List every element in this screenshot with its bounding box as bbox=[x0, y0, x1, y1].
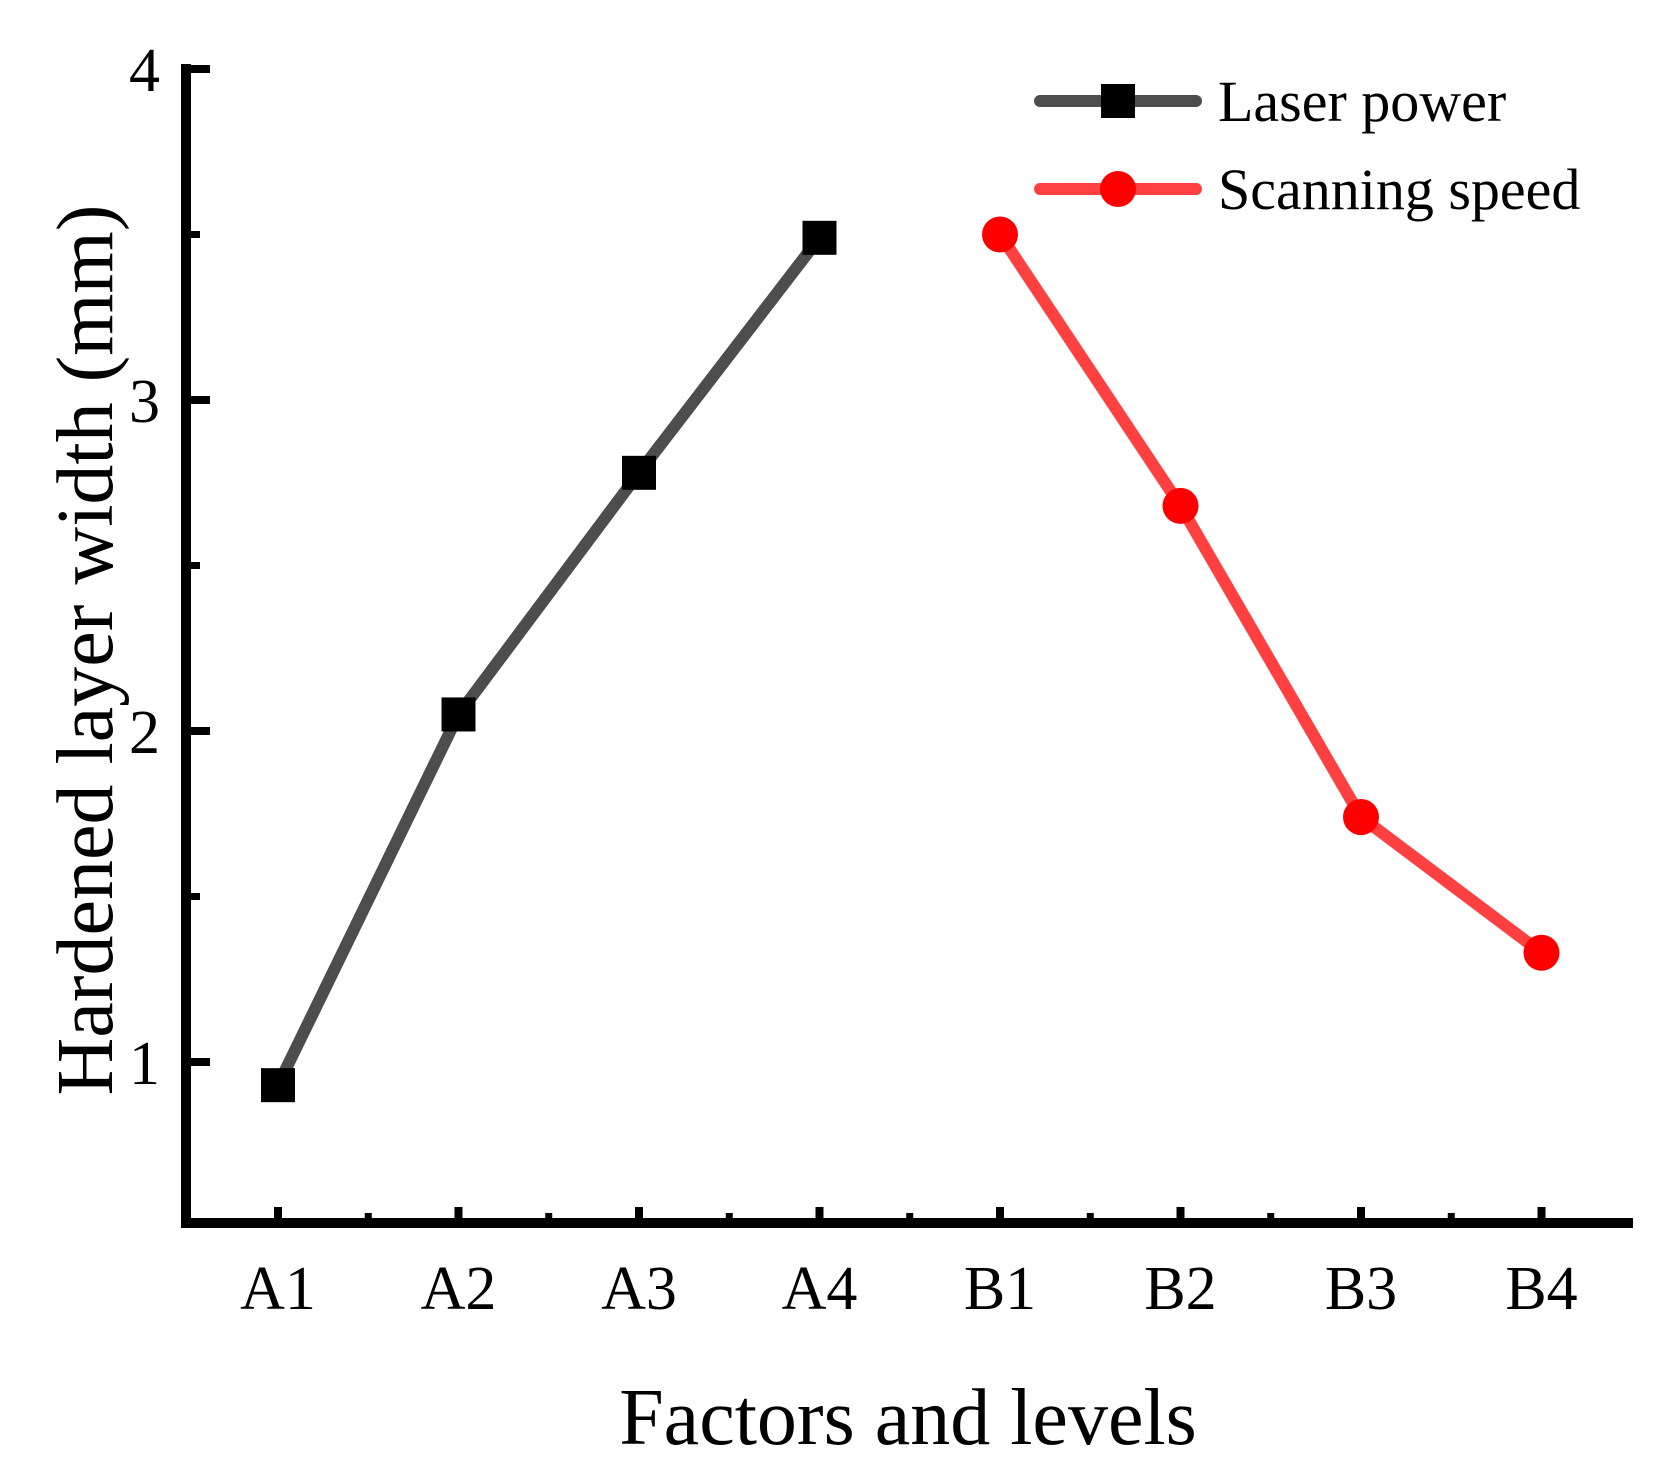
data-point bbox=[622, 455, 656, 490]
x-tick-label: B1 bbox=[964, 1255, 1036, 1323]
data-point bbox=[982, 216, 1018, 253]
tick-labels: A1 A2 A3 A4 B1 B2 B3 B4 1 2 3 4 bbox=[129, 37, 1578, 1323]
x-tick-label: B3 bbox=[1325, 1255, 1397, 1323]
legend-item-laser-power: Laser power bbox=[1034, 69, 1506, 134]
x-tick-label: A1 bbox=[240, 1255, 316, 1323]
series-line-laser-power bbox=[272, 231, 826, 1092]
data-point bbox=[1162, 487, 1199, 524]
x-tick-label: B2 bbox=[1144, 1255, 1216, 1323]
data-point bbox=[441, 697, 476, 732]
x-axis-title: Factors and levels bbox=[619, 1374, 1197, 1462]
y-tick-label: 2 bbox=[129, 699, 160, 767]
x-tick-label: B4 bbox=[1505, 1255, 1577, 1323]
data-point bbox=[802, 220, 837, 255]
y-axis-title: Hardened layer width (mm) bbox=[42, 205, 130, 1096]
x-tick-label: A4 bbox=[782, 1255, 858, 1323]
x-tick-label: A2 bbox=[421, 1255, 497, 1323]
legend-marker bbox=[1101, 84, 1135, 118]
y-tick-label: 4 bbox=[129, 37, 160, 105]
series-scanning-speed bbox=[982, 216, 1560, 971]
series-laser-power bbox=[261, 220, 837, 1103]
data-point bbox=[261, 1068, 295, 1103]
data-point bbox=[1343, 799, 1379, 836]
axes bbox=[181, 64, 1633, 1228]
legend-label: Laser power bbox=[1218, 69, 1506, 134]
data-point bbox=[1523, 934, 1560, 971]
legend: Laser power Scanning speed bbox=[1034, 69, 1580, 222]
legend-label: Scanning speed bbox=[1218, 157, 1580, 222]
x-tick-label: A3 bbox=[601, 1255, 677, 1323]
legend-marker bbox=[1100, 171, 1136, 207]
y-tick-label: 3 bbox=[129, 368, 160, 436]
series-layer bbox=[261, 216, 1560, 1103]
legend-item-scanning-speed: Scanning speed bbox=[1034, 157, 1580, 222]
series-line-scanning-speed bbox=[994, 228, 1548, 959]
ticks bbox=[186, 65, 1546, 1223]
y-tick-label: 1 bbox=[129, 1030, 160, 1098]
